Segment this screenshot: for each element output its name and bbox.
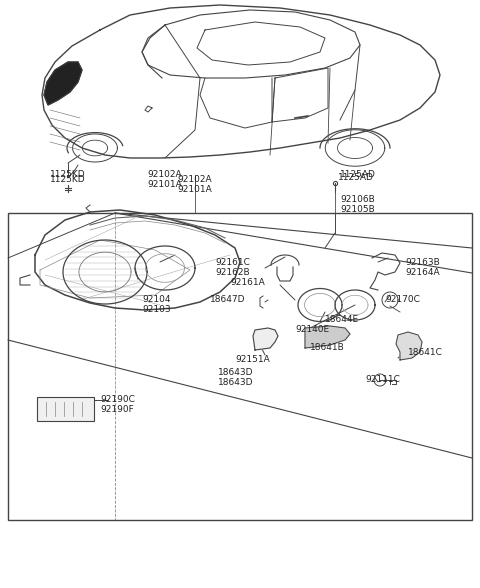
Text: 92106B
92105B: 92106B 92105B bbox=[340, 195, 375, 215]
Text: 1125AD: 1125AD bbox=[338, 173, 374, 182]
Bar bbox=[8, 213, 472, 520]
Text: 92170C: 92170C bbox=[385, 295, 420, 304]
Text: 92104
92103: 92104 92103 bbox=[142, 295, 170, 315]
Text: 92190C
92190F: 92190C 92190F bbox=[100, 395, 135, 415]
Text: 92161A: 92161A bbox=[230, 278, 265, 287]
Text: 18641C: 18641C bbox=[408, 348, 443, 357]
Text: 18641B: 18641B bbox=[310, 343, 345, 352]
Text: 18647D: 18647D bbox=[210, 295, 245, 304]
Text: 92102A
92101A: 92102A 92101A bbox=[178, 175, 212, 195]
Text: 92151A: 92151A bbox=[235, 355, 270, 364]
Polygon shape bbox=[396, 332, 422, 360]
Text: 1125KD: 1125KD bbox=[50, 175, 85, 184]
Text: 1125KD: 1125KD bbox=[50, 170, 85, 179]
Text: 18644E: 18644E bbox=[325, 315, 359, 324]
Polygon shape bbox=[305, 326, 350, 348]
Text: 92111C: 92111C bbox=[365, 375, 400, 384]
Text: 92102A
92101A: 92102A 92101A bbox=[148, 170, 182, 189]
Text: 92140E: 92140E bbox=[295, 325, 329, 334]
Text: 92163B
92164A: 92163B 92164A bbox=[405, 258, 440, 278]
Polygon shape bbox=[44, 62, 82, 105]
Polygon shape bbox=[253, 328, 278, 350]
Text: 92161C
92162B: 92161C 92162B bbox=[215, 258, 250, 278]
FancyBboxPatch shape bbox=[37, 397, 94, 421]
Text: 1125AD: 1125AD bbox=[340, 170, 376, 179]
Text: 18643D
18643D: 18643D 18643D bbox=[218, 368, 253, 387]
